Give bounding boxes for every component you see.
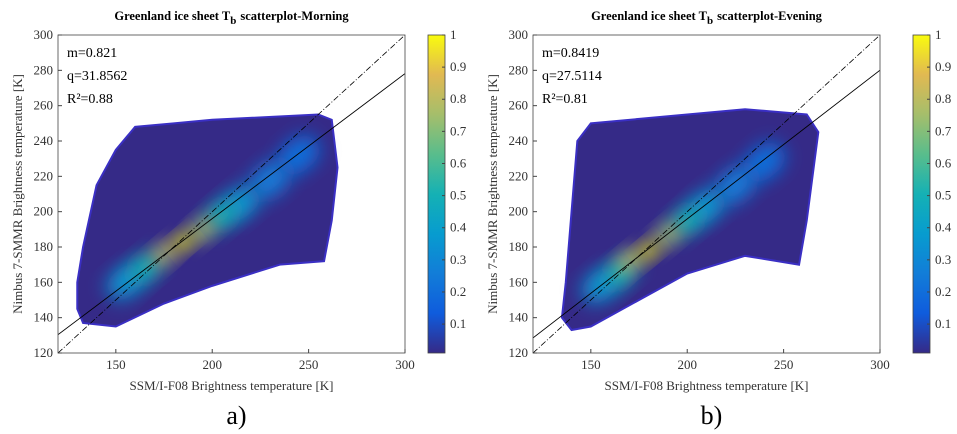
colorbar-tick-label: 0.5 bbox=[935, 188, 951, 203]
density-blob bbox=[743, 142, 785, 182]
y-tick-label: 300 bbox=[509, 27, 529, 42]
title-text: Greenland ice sheet T bbox=[114, 9, 231, 23]
y-tick-label: 200 bbox=[509, 204, 529, 219]
fit-annotation: q=31.8562 bbox=[67, 69, 127, 84]
panel-label: b) bbox=[701, 401, 723, 430]
x-tick-label: 300 bbox=[870, 357, 890, 372]
y-axis-label: Nimbus 7-SMMR Brightness temperature [K] bbox=[485, 74, 500, 314]
colorbar-tick-label: 0.2 bbox=[935, 284, 951, 299]
title-text: scatterplot-Morning bbox=[240, 9, 349, 23]
x-tick-label: 200 bbox=[677, 357, 697, 372]
panel: 150 200 250 300 120 140 160 180 200 220 240 260 280 3… bbox=[485, 9, 952, 430]
colorbar-tick-label: 0.9 bbox=[935, 59, 951, 74]
panel-label: a) bbox=[226, 401, 246, 430]
x-tick-label: 250 bbox=[299, 357, 319, 372]
colorbar-tick-label: 0.8 bbox=[450, 91, 466, 106]
colorbar-tick-label: 0.7 bbox=[450, 123, 467, 138]
colorbar-tick-label: 0.8 bbox=[935, 91, 951, 106]
density-blob bbox=[189, 217, 216, 242]
density-blob bbox=[617, 249, 642, 273]
colorbar bbox=[912, 34, 931, 354]
fit-annotation: R²=0.81 bbox=[542, 92, 588, 107]
chart-title: Greenland ice sheet Tb scatterplot-Mornin… bbox=[114, 9, 349, 27]
colorbar-tick-label: 0.7 bbox=[935, 123, 952, 138]
colorbar-tick-label: 1 bbox=[450, 27, 457, 42]
colorbar-tick-label: 0.6 bbox=[450, 155, 467, 170]
y-tick-label: 140 bbox=[34, 310, 54, 325]
plot-content bbox=[58, 35, 405, 353]
y-tick-label: 200 bbox=[34, 204, 54, 219]
y-tick-label: 120 bbox=[509, 345, 529, 360]
fit-annotation: R²=0.88 bbox=[67, 92, 113, 107]
colorbar-tick-label: 0.5 bbox=[450, 188, 466, 203]
y-axis-label: Nimbus 7-SMMR Brightness temperature [K] bbox=[10, 74, 25, 314]
title-text: Greenland ice sheet T bbox=[591, 9, 708, 23]
density-blob bbox=[250, 161, 290, 199]
identity-line bbox=[533, 35, 880, 353]
x-tick-label: 200 bbox=[202, 357, 222, 372]
colorbar bbox=[427, 34, 446, 354]
density-blob bbox=[715, 166, 756, 204]
y-tick-label: 120 bbox=[34, 345, 54, 360]
y-tick-label: 280 bbox=[509, 62, 529, 77]
y-tick-label: 180 bbox=[34, 239, 54, 254]
panel: 150 200 250 300 120 140 160 180 200 220 240 260 280 3… bbox=[10, 9, 467, 430]
colorbar-tick-label: 0.2 bbox=[450, 284, 466, 299]
colorbar-tick-label: 0.3 bbox=[935, 252, 951, 267]
x-tick-label: 250 bbox=[774, 357, 794, 372]
colorbar-tick-label: 0.3 bbox=[450, 252, 466, 267]
y-tick-label: 240 bbox=[34, 133, 54, 148]
x-tick-label: 150 bbox=[581, 357, 601, 372]
fit-annotation: m=0.821 bbox=[67, 46, 117, 61]
y-tick-label: 260 bbox=[34, 98, 54, 113]
identity-line bbox=[58, 35, 405, 353]
fit-annotation: q=27.5114 bbox=[542, 69, 602, 84]
colorbar-tick-label: 0.4 bbox=[935, 220, 952, 235]
title-text: scatterplot-Evening bbox=[717, 9, 823, 23]
y-tick-label: 140 bbox=[509, 310, 529, 325]
colorbar-tick-label: 0.1 bbox=[450, 316, 466, 331]
fit-line bbox=[58, 73, 405, 336]
x-axis-label: SSM/I-F08 Brightness temperature [K] bbox=[604, 378, 808, 393]
title-subscript: b bbox=[707, 15, 713, 27]
chart-title: Greenland ice sheet Tb scatterplot-Evenin… bbox=[591, 9, 823, 27]
fit-annotation: m=0.8419 bbox=[542, 46, 599, 61]
y-tick-label: 280 bbox=[34, 62, 54, 77]
y-tick-label: 260 bbox=[509, 98, 529, 113]
colorbar-tick-label: 0.4 bbox=[450, 220, 467, 235]
fit-line bbox=[533, 69, 880, 339]
y-tick-label: 180 bbox=[509, 239, 529, 254]
y-tick-label: 240 bbox=[509, 133, 529, 148]
y-tick-label: 300 bbox=[34, 27, 54, 42]
plot-content bbox=[533, 35, 880, 353]
y-tick-label: 160 bbox=[509, 274, 529, 289]
y-tick-label: 220 bbox=[509, 168, 529, 183]
x-axis-label: SSM/I-F08 Brightness temperature [K] bbox=[129, 378, 333, 393]
x-tick-label: 150 bbox=[106, 357, 126, 372]
colorbar-tick-label: 1 bbox=[935, 27, 942, 42]
axes-box bbox=[57, 34, 406, 354]
y-tick-label: 220 bbox=[34, 168, 54, 183]
colorbar-tick-label: 0.6 bbox=[935, 155, 952, 170]
colorbar-tick-label: 0.1 bbox=[935, 316, 951, 331]
title-subscript: b bbox=[230, 15, 236, 27]
x-tick-label: 300 bbox=[395, 357, 415, 372]
axes-box bbox=[532, 34, 881, 354]
y-tick-label: 160 bbox=[34, 274, 54, 289]
colorbar-tick-label: 0.9 bbox=[450, 59, 466, 74]
density-blob bbox=[639, 241, 658, 260]
